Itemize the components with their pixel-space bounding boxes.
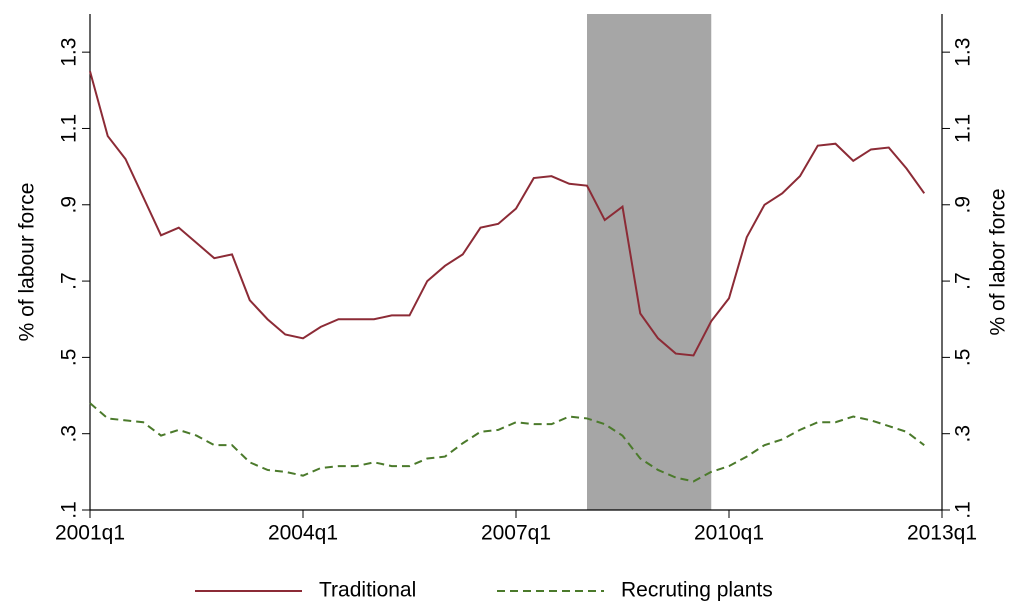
y-tick-label: 1.3 xyxy=(58,38,81,67)
y2-tick-label: 1.3 xyxy=(952,38,975,67)
y-tick-label: .7 xyxy=(58,272,81,290)
y-tick-label: .5 xyxy=(58,349,81,367)
y2-tick-label: 1.1 xyxy=(952,114,975,143)
series-line xyxy=(89,402,925,483)
y2-axis-label: % of labor force xyxy=(987,188,1010,335)
y2-tick-label: .9 xyxy=(952,196,975,214)
legend-label: Recruting plants xyxy=(621,579,773,602)
y-tick-label: .1 xyxy=(58,501,81,519)
x-tick-label: 2001q1 xyxy=(55,522,125,545)
x-tick-label: 2010q1 xyxy=(694,522,764,545)
y2-tick-label: .1 xyxy=(952,501,975,519)
y2-tick-label: .7 xyxy=(952,272,975,290)
legend-label: Traditional xyxy=(319,579,416,602)
series-line xyxy=(89,70,926,357)
y-tick-label: .9 xyxy=(58,196,81,214)
x-tick-label: 2007q1 xyxy=(481,522,551,545)
shaded-period xyxy=(587,14,712,510)
y2-tick-label: .3 xyxy=(952,425,975,443)
y-tick-label: 1.1 xyxy=(58,114,81,143)
x-tick-label: 2013q1 xyxy=(907,522,977,545)
y-tick-label: .3 xyxy=(58,425,81,443)
y-axis-label: % of labour force xyxy=(16,183,39,342)
x-tick-label: 2004q1 xyxy=(268,522,338,545)
y2-tick-label: .5 xyxy=(952,349,975,367)
